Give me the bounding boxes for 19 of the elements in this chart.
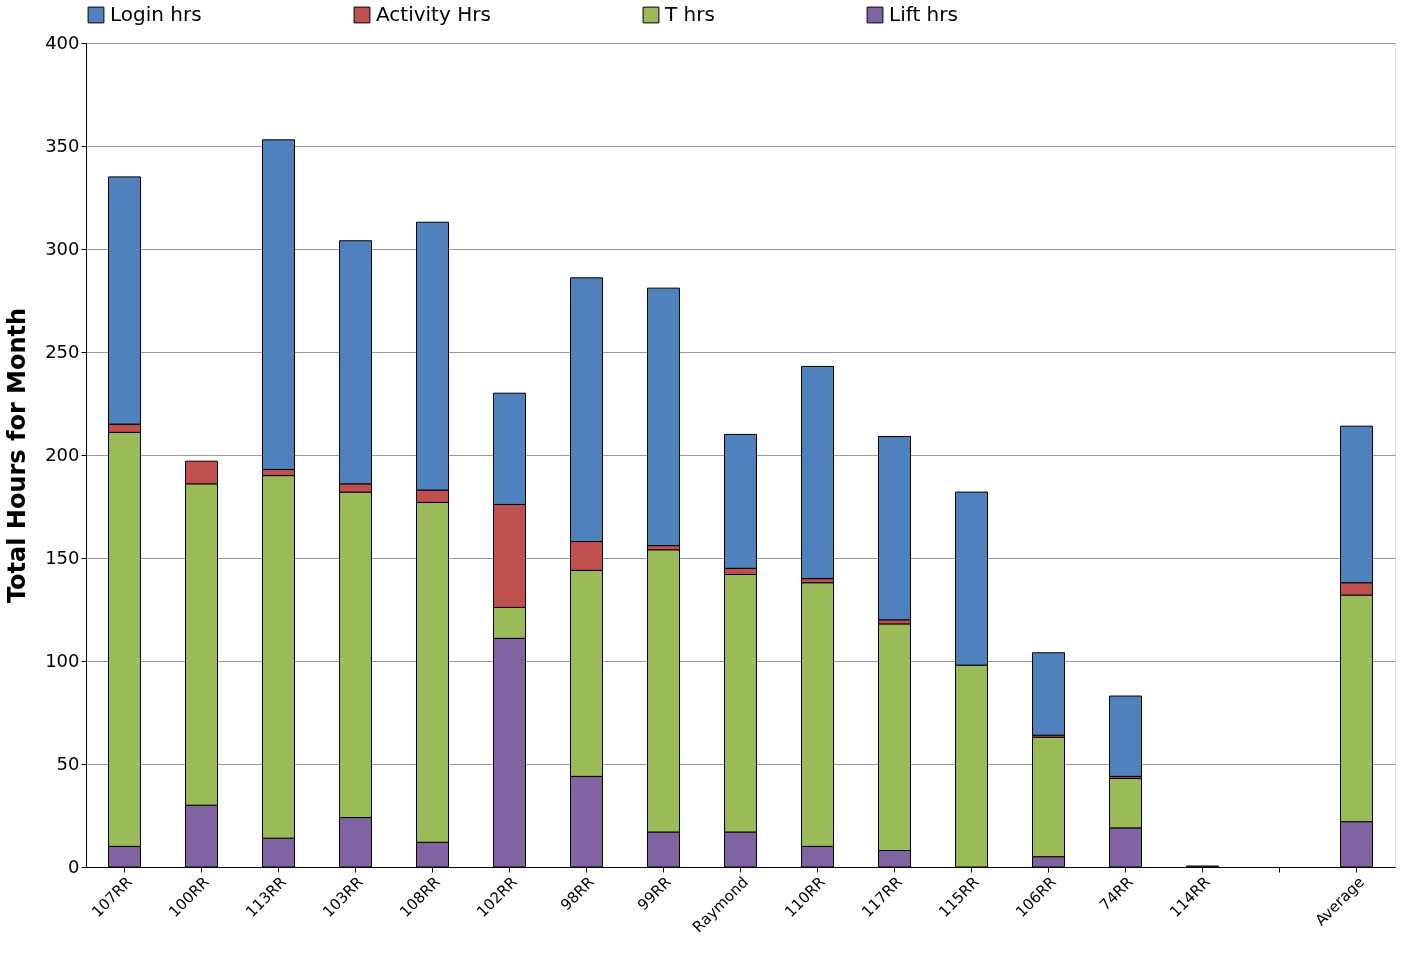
y-tick-label: 50 bbox=[56, 752, 80, 774]
y-tick-label: 0 bbox=[68, 855, 80, 877]
y-axis-title: Total Hours for Month bbox=[3, 307, 32, 604]
y-tick-label: 200 bbox=[45, 443, 80, 465]
legend-label: Activity Hrs bbox=[376, 2, 491, 26]
bar bbox=[1109, 695, 1142, 777]
y-tick-label: 250 bbox=[45, 340, 80, 362]
y-tick-label: 100 bbox=[45, 649, 80, 671]
y-tick-label: 350 bbox=[45, 134, 80, 156]
y-tick-label: 400 bbox=[45, 31, 80, 53]
y-tick-label: 150 bbox=[45, 546, 80, 568]
legend-label: Login hrs bbox=[110, 2, 202, 26]
bar bbox=[878, 435, 911, 621]
bar bbox=[1032, 652, 1065, 736]
y-tick-label: 300 bbox=[45, 237, 80, 259]
bar bbox=[647, 287, 680, 547]
legend-label: Lift hrs bbox=[889, 2, 958, 26]
bar bbox=[801, 365, 834, 580]
legend-label: T hrs bbox=[664, 2, 715, 26]
